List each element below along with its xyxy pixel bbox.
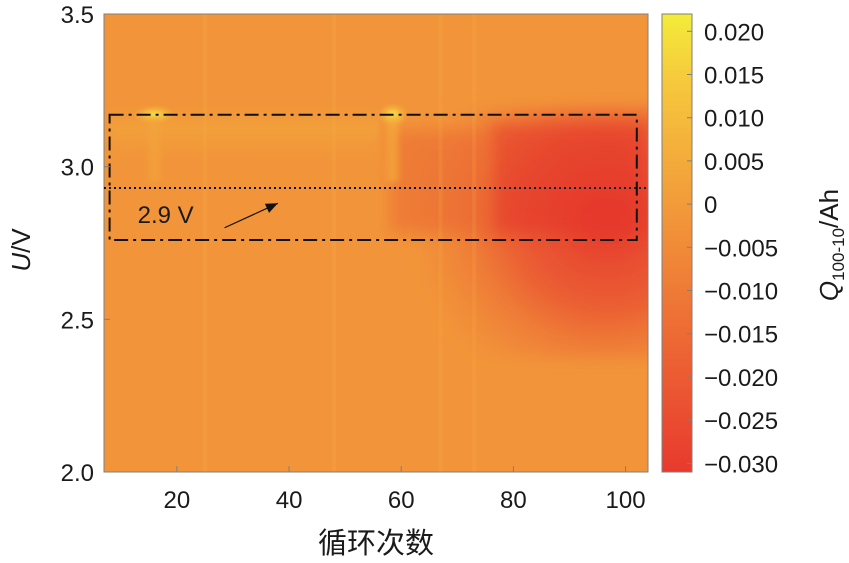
colorbar-tick-label: −0.010 [704, 279, 778, 306]
hotspot-1-streak [148, 114, 161, 182]
hotspot-2-streak [386, 114, 399, 182]
y-axis-label: U/V [6, 228, 36, 272]
colorbar-tick-label: 0.010 [704, 106, 764, 133]
cold-region-core [490, 123, 648, 234]
colorbar-label-subscript: 100-10 [829, 228, 848, 281]
x-tick-label: 40 [276, 487, 303, 514]
cycle-stripe-3 [438, 14, 443, 472]
colorbar-ramp [661, 13, 693, 473]
x-tick-label: 20 [164, 487, 191, 514]
hotspot-layer [132, 102, 409, 182]
colorbar-label: Q100-10/Ah [814, 189, 848, 301]
reference-arrowhead [264, 203, 278, 213]
y-axis-label-unit: /V [6, 228, 36, 253]
y-axis-label-symbol: U [6, 253, 36, 272]
cycle-stripe-layer [202, 14, 477, 472]
colorbar-label-symbol: Q [814, 281, 844, 301]
plot-frame [103, 13, 649, 473]
cycle-stripe-1 [202, 14, 207, 472]
colorbar-ticks: 0.020 0.015 0.010 0.005 0 −0.005 −0.010 −0.015 −… [687, 19, 778, 478]
colorbar-tick-label: −0.005 [704, 235, 778, 262]
colorbar-tick-label: −0.015 [704, 322, 778, 349]
heatmap-plot-area [104, 14, 648, 472]
colorbar-label-unit: /Ah [814, 189, 844, 228]
x-tick-label: 60 [388, 487, 415, 514]
colorbar-tick-label: 0.020 [704, 19, 764, 46]
colorbar-tick-label: −0.020 [704, 365, 778, 392]
x-axis-label: 循环次数 [318, 526, 434, 560]
colorbar-tick-label: −0.030 [704, 451, 778, 478]
reference-line-label: 2.9 V [138, 202, 194, 229]
mid-warm-transition [390, 130, 491, 234]
cycle-stripe-2 [331, 14, 336, 472]
x-axis: 20 40 60 80 100 [164, 466, 646, 514]
colorbar-tick-label: 0.015 [704, 62, 764, 89]
colorbar-tick-label: −0.025 [704, 408, 778, 435]
annotation-layer: 2.9 V [104, 113, 648, 241]
highlight-box [108, 113, 638, 241]
y-tick-label: 2.0 [61, 460, 94, 487]
x-tick-label: 80 [500, 487, 527, 514]
cycle-stripe-4 [472, 14, 477, 472]
colorbar-tick-label: 0.005 [704, 149, 764, 176]
y-tick-label: 2.5 [61, 307, 94, 334]
y-axis: 2.0 2.5 3.0 3.5 [61, 2, 110, 487]
y-tick-label: 3.5 [61, 2, 94, 29]
colorbar: 0.020 0.015 0.010 0.005 0 −0.005 −0.010 −0.015 −… [661, 13, 778, 478]
cold-region-layer [390, 107, 648, 359]
y-tick-label: 3.0 [61, 155, 94, 182]
colorbar-tick-label: 0 [704, 192, 717, 219]
x-tick-label: 100 [606, 487, 646, 514]
